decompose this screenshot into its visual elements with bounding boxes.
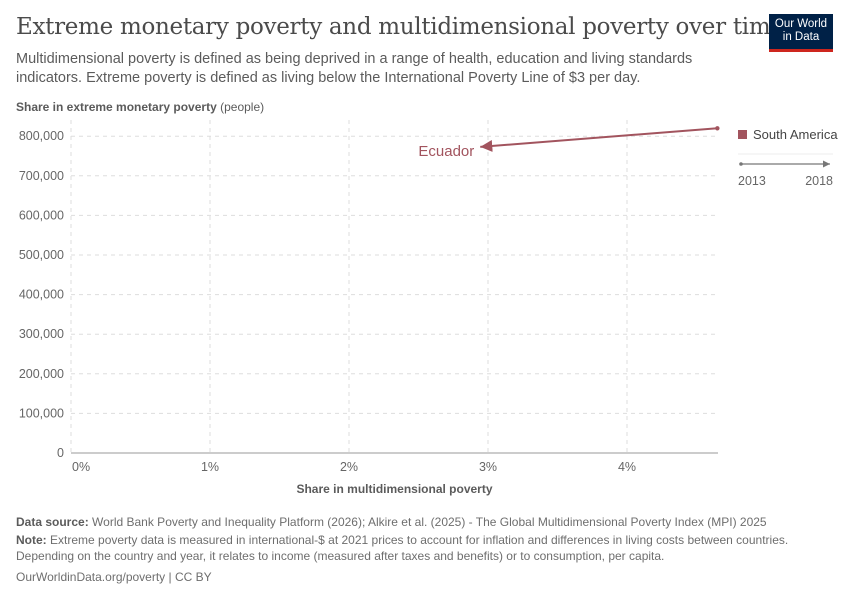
x-tick-label: 0% <box>72 460 90 474</box>
logo-text: in Data <box>782 31 820 43</box>
chart-subtitle: Multidimensional poverty is defined as b… <box>16 51 693 86</box>
x-tick-label: 2% <box>340 460 358 474</box>
chart-title: Extreme monetary poverty and multidimens… <box>16 14 784 40</box>
y-tick-label: 0 <box>57 446 64 460</box>
series-line-ecuador <box>480 127 718 152</box>
y-tick-label: 800,000 <box>19 129 64 143</box>
y-tick-label: 200,000 <box>19 367 64 381</box>
x-tick-label: 4% <box>618 460 636 474</box>
x-axis-label: Share in multidimensional poverty <box>296 482 492 496</box>
timeline-end-label: 2018 <box>805 174 833 188</box>
y-tick-label: 700,000 <box>19 169 64 183</box>
owid-logo[interactable]: Our World in Data <box>769 14 833 52</box>
x-tick-label: 3% <box>479 460 497 474</box>
y-tick-label: 100,000 <box>19 406 64 420</box>
chart-area: 0 100,000 200,000 300,000 400,000 500,000 600,… <box>19 120 838 496</box>
legend-swatch <box>738 130 747 139</box>
note: Note: Extreme poverty data is measured i… <box>16 532 826 564</box>
logo-text: Our World <box>774 18 828 30</box>
y-axis-label-main: Share in extreme monetary poverty <box>16 100 217 114</box>
y-axis-label: Share in extreme monetary poverty (peopl… <box>16 100 264 114</box>
source-text: World Bank Poverty and Inequality Platfo… <box>92 515 767 529</box>
data-source: Data source: World Bank Poverty and Ineq… <box>16 514 826 530</box>
x-tick-label: 1% <box>201 460 219 474</box>
y-axis-label-unit: (people) <box>220 100 265 114</box>
legend-label: South America <box>753 127 838 142</box>
series-label: Ecuador <box>418 143 474 160</box>
source-label: Data source: <box>16 515 89 529</box>
timeline-start-label: 2013 <box>738 174 766 188</box>
note-text: Extreme poverty data is measured in inte… <box>16 533 789 563</box>
y-tick-label: 400,000 <box>19 288 64 302</box>
y-tick-label: 300,000 <box>19 327 64 341</box>
note-label: Note: <box>16 533 47 547</box>
footer-url[interactable]: OurWorldinData.org/poverty | CC BY <box>16 570 212 584</box>
y-tick-label: 500,000 <box>19 248 64 262</box>
y-tick-label: 600,000 <box>19 208 64 222</box>
